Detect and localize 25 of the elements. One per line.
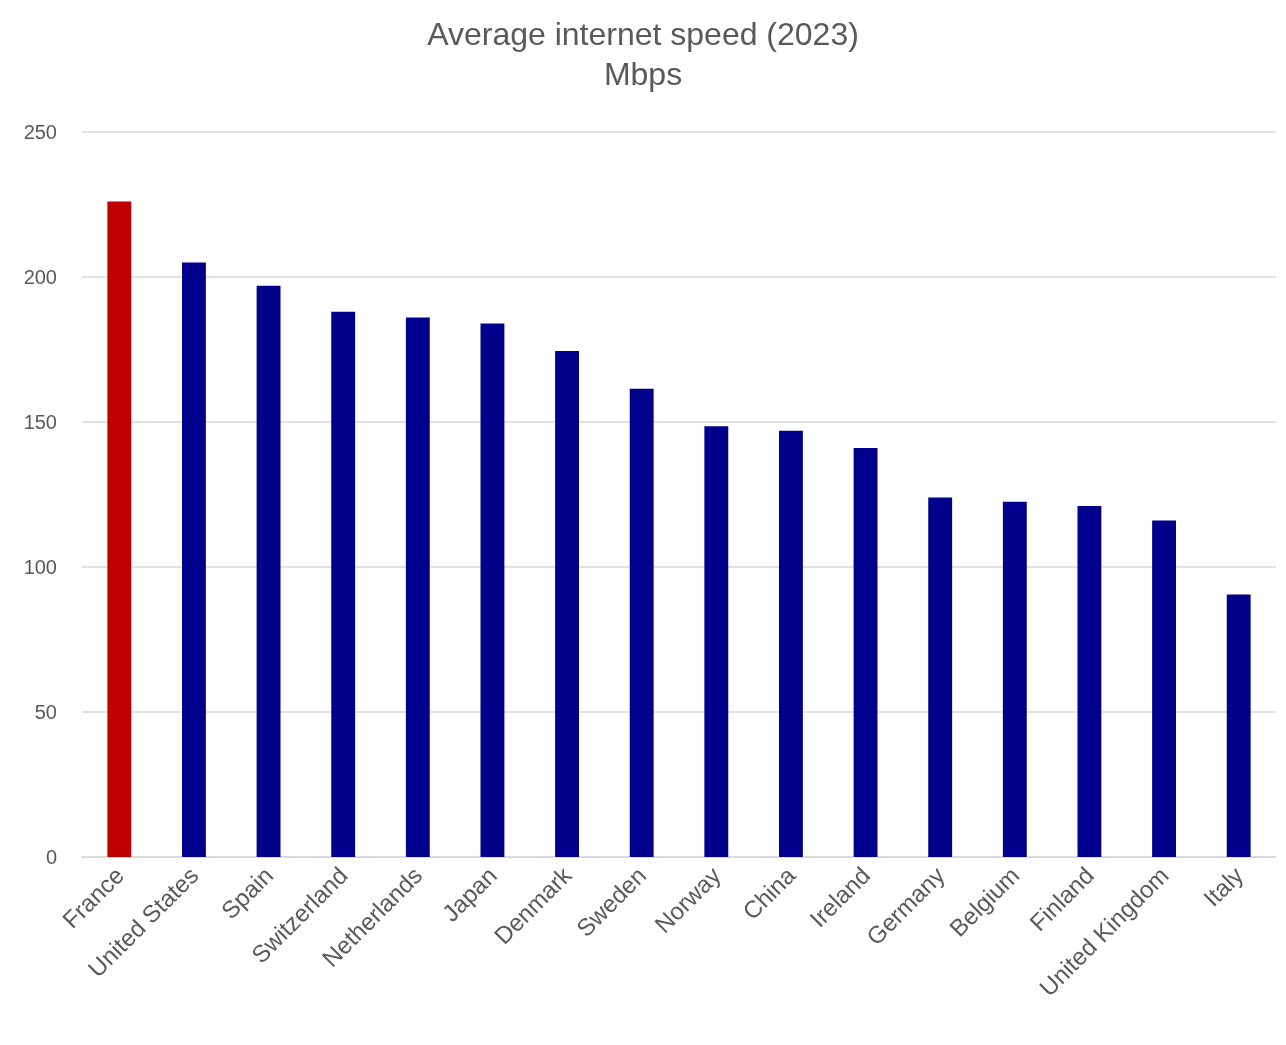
bar xyxy=(1226,594,1251,857)
y-tick-label: 50 xyxy=(34,701,57,723)
y-tick-label: 150 xyxy=(23,411,57,433)
bar xyxy=(779,430,803,857)
bar xyxy=(555,350,579,857)
chart-subtitle: Mbps xyxy=(603,56,683,92)
bar xyxy=(1152,520,1176,857)
y-tick-label: 200 xyxy=(23,266,57,288)
bar xyxy=(480,323,505,857)
bar xyxy=(629,388,654,857)
bar xyxy=(182,262,206,857)
bar xyxy=(704,426,729,857)
y-tick-label: 100 xyxy=(23,556,57,578)
bar xyxy=(1077,506,1102,857)
chart-title: Average internet speed (2023) xyxy=(427,16,859,52)
x-tick-label: Italy xyxy=(1198,861,1249,912)
bar xyxy=(1002,501,1027,857)
y-tick-label: 250 xyxy=(23,121,57,143)
bar xyxy=(853,448,878,857)
y-tick-label: 0 xyxy=(45,846,57,868)
bar xyxy=(405,317,430,857)
bar xyxy=(256,285,281,857)
bar xyxy=(928,497,953,857)
bar xyxy=(107,201,132,857)
bar xyxy=(331,311,356,857)
